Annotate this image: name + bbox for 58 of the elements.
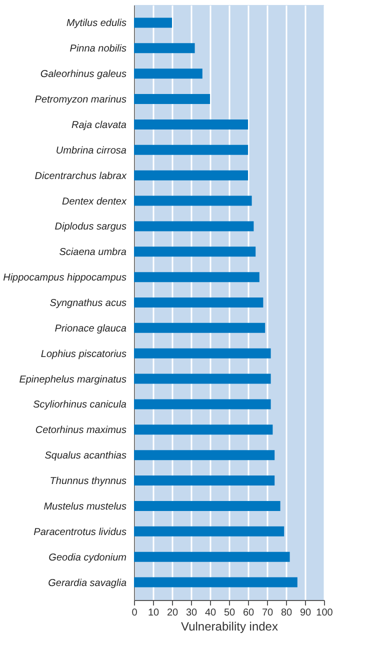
y-tick-label: Umbrina cirrosa (56, 145, 127, 156)
y-tick-label: Pinna nobilis (70, 44, 126, 55)
y-tick-label: Syngnathus acus (50, 298, 126, 309)
y-tick-label: Galeorhinus galeus (40, 69, 126, 80)
y-tick-label: Diplodus sargus (54, 222, 126, 233)
bar (134, 298, 264, 308)
bar (134, 196, 252, 206)
y-tick-label: Epinephelus marginatus (19, 374, 126, 386)
bar (134, 322, 266, 333)
bar (134, 246, 256, 257)
y-tick-label: Dentex dentex (62, 196, 128, 208)
x-axis-title: Vulnerability index (181, 620, 278, 634)
bar (134, 476, 275, 486)
x-tick-label: 100 (316, 608, 334, 618)
x-tick-label: 80 (280, 608, 292, 618)
bar (134, 43, 195, 54)
bar (134, 552, 290, 562)
y-tick-label: Thunnus thynnus (50, 476, 126, 488)
bar (134, 119, 248, 130)
bar (134, 18, 172, 28)
x-tick-label: 60 (242, 608, 254, 618)
y-tick-label: Hippocampus hippocampus (3, 272, 126, 284)
y-tick-label: Scyliorhinus canicula (33, 400, 127, 411)
x-tick-label: 50 (224, 608, 236, 618)
x-tick-label: 10 (148, 608, 160, 618)
x-tick-label: 0 (132, 608, 138, 618)
bar (134, 500, 280, 511)
bar (134, 577, 298, 588)
y-tick-label: Lophius piscatorius (40, 348, 126, 360)
y-tick-label: Sciaena umbra (59, 247, 127, 258)
y-tick-label: Gerardia savaglia (48, 578, 127, 589)
bar (134, 399, 271, 410)
y-tick-label: Mytilus edulis (66, 18, 126, 30)
bar (134, 374, 271, 384)
y-tick-label: Raja clavata (71, 120, 127, 131)
y-tick-label: Mustelus mustelus (44, 501, 126, 512)
x-tick-label: 90 (300, 608, 312, 618)
y-tick-label: Cetorhinus maximus (35, 425, 126, 436)
y-tick-label: Prionace glauca (54, 323, 127, 334)
x-tick-label: 30 (186, 608, 198, 618)
x-tick-label: 20 (166, 608, 178, 618)
bar (134, 450, 275, 460)
x-tick-label: 70 (262, 608, 274, 618)
x-tick-label: 40 (204, 608, 216, 618)
y-tick-label: Petromyzon marinus (34, 94, 126, 106)
bar (134, 424, 273, 435)
y-tick-label: Geodia cydonium (48, 552, 126, 564)
y-tick-label: Paracentrotus lividus (34, 526, 126, 538)
y-tick-label: Squalus acanthias (44, 450, 126, 462)
bar (134, 526, 284, 536)
bar (134, 68, 202, 79)
y-tick-label: Dicentrarchus labrax (34, 170, 128, 182)
bar (134, 272, 260, 282)
bar (134, 144, 248, 155)
bar (134, 221, 254, 232)
bar (134, 348, 271, 358)
bar (134, 170, 248, 180)
bar (134, 94, 210, 104)
